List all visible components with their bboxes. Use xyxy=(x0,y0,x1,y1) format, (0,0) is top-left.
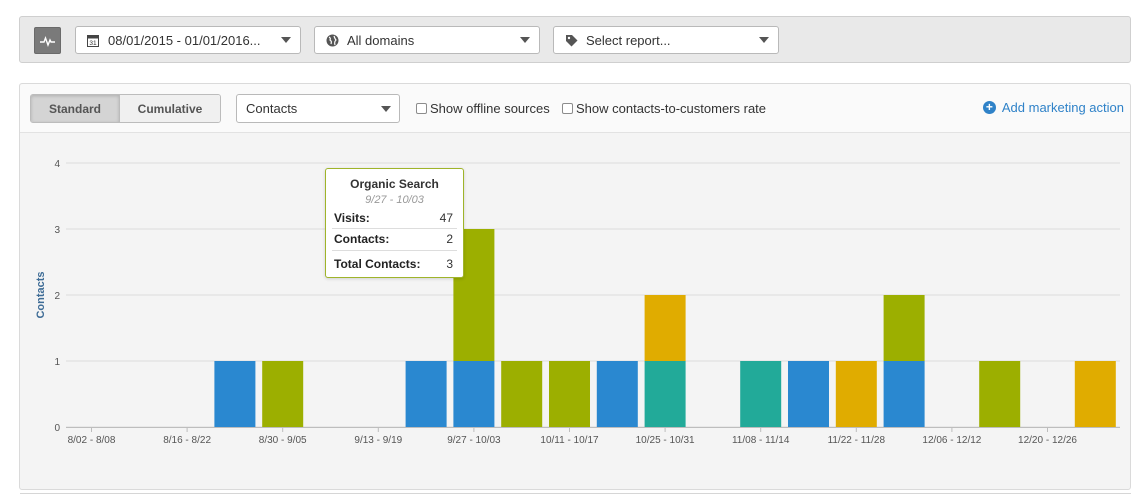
bar-segment[interactable] xyxy=(883,295,925,361)
x-tick-label: 10/25 - 10/31 xyxy=(636,435,695,446)
tooltip-contacts-value: 2 xyxy=(446,232,453,246)
tooltip-visits-value: 47 xyxy=(439,211,453,225)
globe-icon xyxy=(325,33,339,47)
tooltip-title: Organic Search xyxy=(350,177,439,191)
plus-circle-icon: + xyxy=(982,101,996,114)
offline-sources-checkbox[interactable]: Show offline sources xyxy=(416,101,550,116)
chart-axes: 0 1 2 3 4 8/02 - 8/08 8/16 - 8/22 8/30 - 9/05 9/… xyxy=(54,159,1120,446)
bar-segment[interactable] xyxy=(788,361,829,427)
x-tick-label: 8/16 - 8/22 xyxy=(163,435,211,446)
bar-segment[interactable] xyxy=(501,361,543,427)
activity-pulse-button[interactable] xyxy=(34,27,61,54)
tooltip-contacts-row: Contacts: 2 xyxy=(334,232,453,246)
y-tick-label: 1 xyxy=(54,357,60,368)
x-tick-label: 8/02 - 8/08 xyxy=(68,435,116,446)
tag-icon xyxy=(564,33,578,47)
tooltip-total-row: Total Contacts: 3 xyxy=(334,257,453,271)
y-tick-label: 3 xyxy=(54,225,60,236)
x-tick-label: 10/11 - 10/17 xyxy=(540,435,599,446)
bar-segment[interactable] xyxy=(549,361,590,427)
tooltip-total-value: 3 xyxy=(446,257,453,271)
contacts-rate-label: Show contacts-to-customers rate xyxy=(576,101,767,116)
x-tick-label: 12/20 - 12/26 xyxy=(1018,435,1077,446)
contacts-rate-checkbox[interactable]: Show contacts-to-customers rate xyxy=(562,101,766,116)
bar-segment[interactable] xyxy=(644,295,686,361)
report-value: Select report... xyxy=(586,32,671,48)
calendar-icon: 31 xyxy=(86,33,100,47)
x-tick-label: 9/13 - 9/19 xyxy=(354,435,402,446)
x-tick-label: 12/06 - 12/12 xyxy=(922,435,981,446)
domain-dropdown[interactable]: All domains xyxy=(314,26,540,54)
checkbox-box[interactable] xyxy=(416,103,427,114)
tooltip-date: 9/27 - 10/03 xyxy=(365,194,424,206)
standard-button[interactable]: Standard xyxy=(31,95,120,122)
domain-value: All domains xyxy=(347,32,415,48)
cumulative-button[interactable]: Cumulative xyxy=(120,95,220,122)
divider xyxy=(20,493,1131,494)
divider xyxy=(332,250,457,251)
bar-segment[interactable] xyxy=(644,361,686,427)
tooltip-total-label: Total Contacts: xyxy=(334,257,421,271)
x-tick-label: 11/22 - 11/28 xyxy=(828,435,886,446)
add-marketing-action-link[interactable]: + Add marketing action xyxy=(982,100,1124,115)
offline-sources-label: Show offline sources xyxy=(430,101,550,116)
metric-value: Contacts xyxy=(246,101,298,116)
y-axis-label: Contacts xyxy=(35,271,47,318)
checkbox-box[interactable] xyxy=(562,103,573,114)
x-tick-label: 8/30 - 9/05 xyxy=(259,435,307,446)
tooltip-contacts-label: Contacts: xyxy=(334,232,390,246)
bar-segment[interactable] xyxy=(405,361,447,427)
date-range-value: 08/01/2015 - 01/01/2016... xyxy=(108,32,261,48)
bar-segment[interactable] xyxy=(979,361,1021,427)
date-range-dropdown[interactable]: 31 08/01/2015 - 01/01/2016... xyxy=(75,26,301,54)
report-dropdown[interactable]: Select report... xyxy=(553,26,779,54)
bar-segment[interactable] xyxy=(835,361,877,427)
chevron-down-icon xyxy=(281,37,291,43)
chart-tooltip: Organic Search 9/27 - 10/03 Visits: 47 C… xyxy=(325,168,464,278)
chevron-down-icon xyxy=(759,37,769,43)
svg-text:31: 31 xyxy=(89,40,97,47)
bar-segment[interactable] xyxy=(453,361,495,427)
add-marketing-action-label: Add marketing action xyxy=(1001,100,1124,115)
activity-pulse-icon xyxy=(40,35,55,47)
bar-segment[interactable] xyxy=(262,361,304,427)
chevron-down-icon xyxy=(381,105,391,112)
bar-segment[interactable] xyxy=(214,361,256,427)
y-tick-label: 4 xyxy=(54,159,60,170)
y-tick-label: 0 xyxy=(54,423,60,434)
y-tick-label: 2 xyxy=(54,291,60,302)
chevron-down-icon xyxy=(520,37,530,43)
bar-segment[interactable] xyxy=(596,361,638,427)
bar-segment[interactable] xyxy=(740,361,782,427)
divider xyxy=(332,228,457,229)
bar-segment[interactable] xyxy=(1074,361,1116,427)
chart-toolbar: Standard Cumulative Contacts Show offlin… xyxy=(20,84,1130,133)
x-tick-label: 9/27 - 10/03 xyxy=(447,435,501,446)
tooltip-visits-label: Visits: xyxy=(334,211,370,225)
tooltip-visits-row: Visits: 47 xyxy=(334,211,453,225)
chart-bars xyxy=(214,229,1116,427)
x-tick-label: 11/08 - 11/14 xyxy=(732,435,790,446)
filter-bar: 31 08/01/2015 - 01/01/2016... All domain… xyxy=(19,16,1131,63)
metric-dropdown[interactable]: Contacts xyxy=(236,94,400,123)
view-toggle: Standard Cumulative xyxy=(30,94,221,123)
bar-segment[interactable] xyxy=(883,361,925,427)
